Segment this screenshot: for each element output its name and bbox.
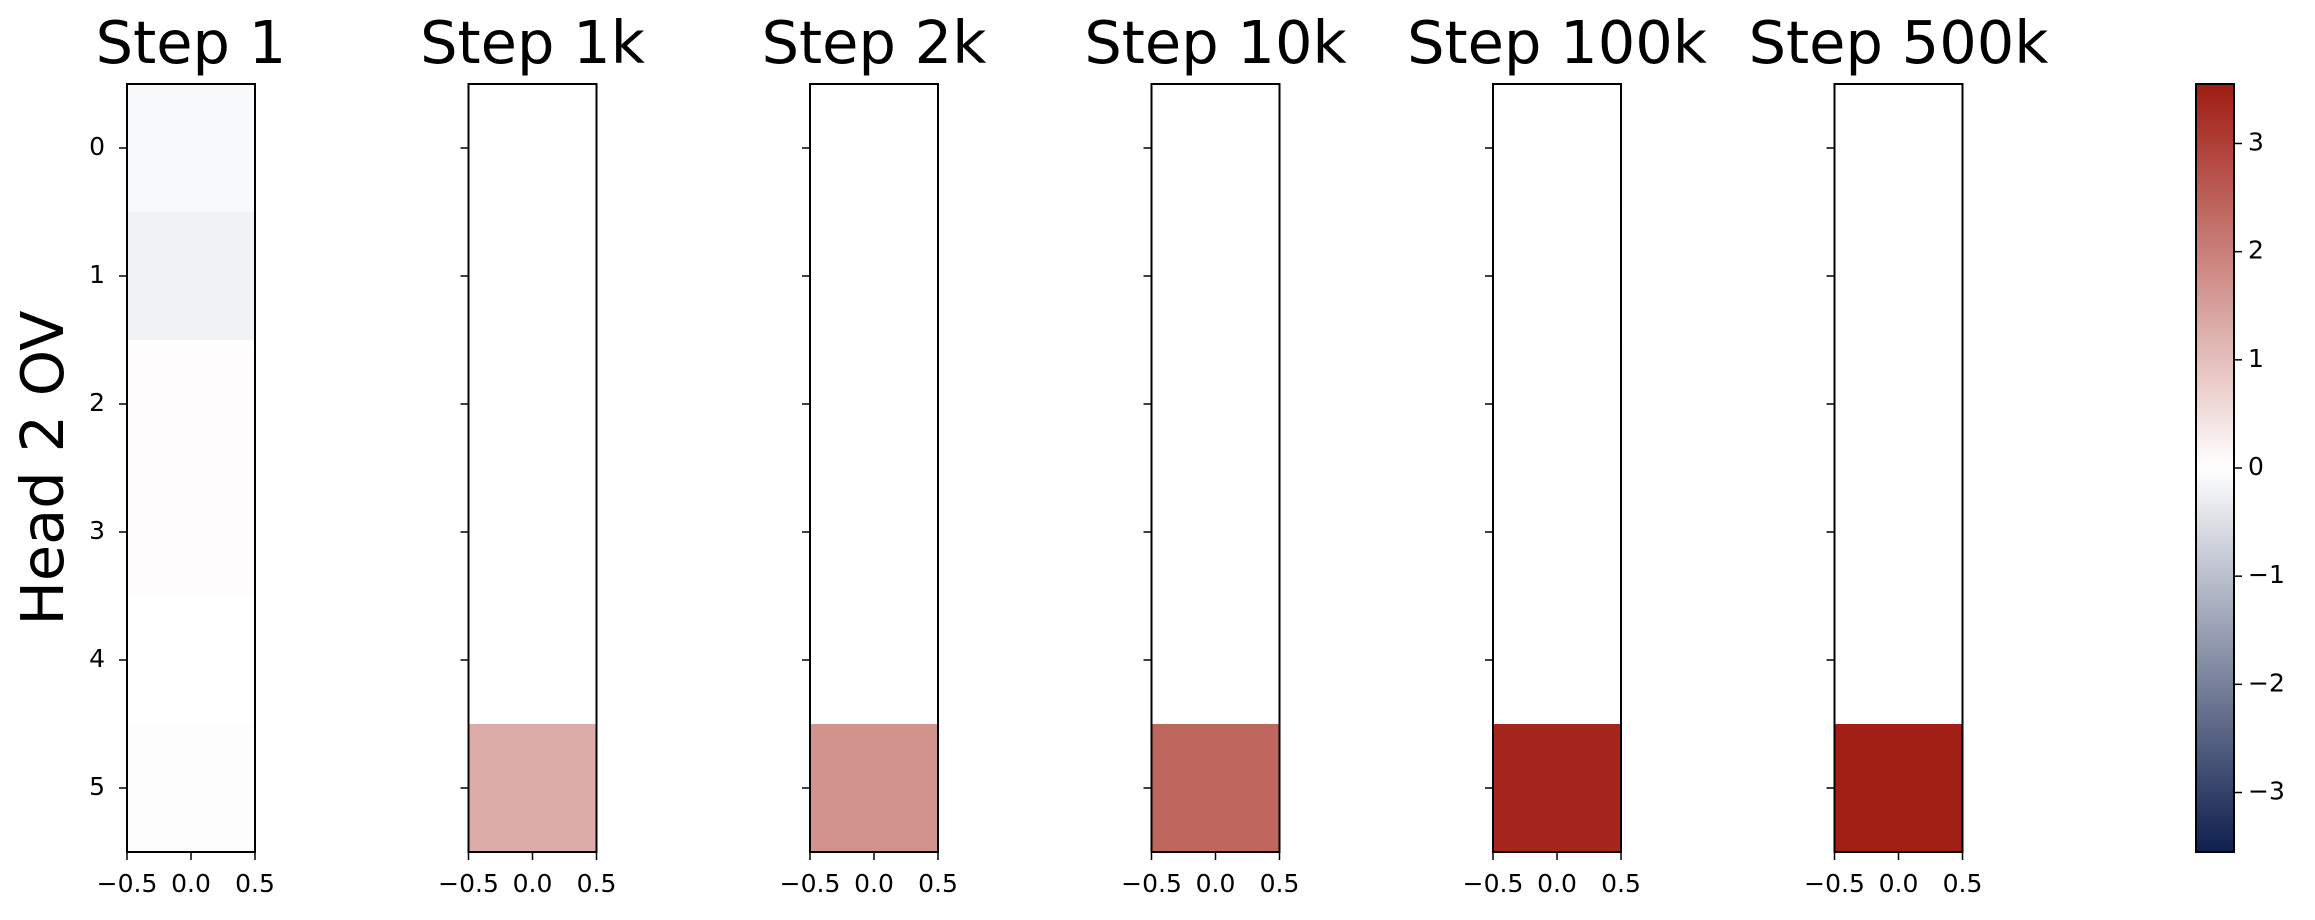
x-tick-label: 0.5 xyxy=(235,869,275,898)
x-tick-label: 0.5 xyxy=(577,869,617,898)
heatmap-cell xyxy=(468,212,597,340)
y-tick-label: 0 xyxy=(89,132,105,161)
heatmap-cell xyxy=(468,468,597,596)
panel-title: Step 500k xyxy=(1749,8,2049,77)
x-tick-label: 0.5 xyxy=(1943,869,1983,898)
x-tick-label: −0.5 xyxy=(438,869,499,898)
heatmap-cell xyxy=(1493,340,1621,468)
heatmap-cell xyxy=(468,84,597,212)
heatmap-cell xyxy=(1834,84,1963,212)
heatmap-cell xyxy=(127,212,255,340)
x-tick-label: −0.5 xyxy=(780,869,841,898)
heatmap-cell xyxy=(127,724,255,852)
x-tick-label: 0.5 xyxy=(918,869,958,898)
colorbar-tick-label: −2 xyxy=(2248,668,2285,697)
colorbar-tick-label: −1 xyxy=(2248,560,2285,589)
panel-title: Step 1k xyxy=(420,8,645,77)
colorbar-tick-label: 2 xyxy=(2248,236,2264,265)
y-tick-label: 4 xyxy=(89,644,105,673)
y-tick-label: 1 xyxy=(89,260,105,289)
heatmap-cell xyxy=(468,340,597,468)
x-tick-label: 0.0 xyxy=(1537,869,1577,898)
x-tick-label: −0.5 xyxy=(97,869,158,898)
heatmap-cell xyxy=(1834,340,1963,468)
y-tick-label: 3 xyxy=(89,516,105,545)
colorbar-tick-label: −3 xyxy=(2248,777,2285,806)
x-tick-label: −0.5 xyxy=(1121,869,1182,898)
heatmap-cell xyxy=(1151,724,1280,852)
heatmap-cell xyxy=(127,84,255,212)
heatmap-cell xyxy=(1151,84,1280,212)
heatmap-cell xyxy=(127,596,255,724)
heatmap-cell xyxy=(1493,724,1621,852)
heatmap-cell xyxy=(810,468,938,596)
x-tick-label: 0.5 xyxy=(1260,869,1300,898)
x-tick-label: 0.0 xyxy=(513,869,553,898)
heatmap-cell xyxy=(1493,468,1621,596)
colorbar xyxy=(2195,83,2235,853)
x-tick-label: 0.5 xyxy=(1601,869,1641,898)
x-tick-label: 0.0 xyxy=(1196,869,1236,898)
heatmap-cell xyxy=(810,212,938,340)
heatmap-cell xyxy=(1834,724,1963,852)
colorbar-tick-label: 3 xyxy=(2248,127,2264,156)
heatmap-cell xyxy=(1151,340,1280,468)
heatmap-cell xyxy=(810,596,938,724)
heatmap-cell xyxy=(468,724,597,852)
heatmap-cell xyxy=(810,724,938,852)
y-tick-label: 2 xyxy=(89,388,105,417)
heatmap-cell xyxy=(1493,596,1621,724)
heatmap-cell xyxy=(1151,212,1280,340)
heatmap-cell xyxy=(1493,84,1621,212)
heatmap-cell xyxy=(1834,596,1963,724)
y-axis-label: Head 2 OV xyxy=(8,310,77,625)
heatmap-cell xyxy=(1834,468,1963,596)
heatmap-cell xyxy=(1493,212,1621,340)
heatmap-cell xyxy=(1834,212,1963,340)
panel-title: Step 10k xyxy=(1084,8,1346,77)
heatmap-cell xyxy=(127,468,255,596)
heatmap-cell xyxy=(1151,596,1280,724)
x-tick-label: 0.0 xyxy=(171,869,211,898)
panel-title: Step 2k xyxy=(762,8,987,77)
y-tick-label: 5 xyxy=(89,772,105,801)
colorbar-tick-label: 0 xyxy=(2248,452,2264,481)
x-tick-label: 0.0 xyxy=(854,869,894,898)
panel-title: Step 100k xyxy=(1407,8,1707,77)
heatmap-cell xyxy=(127,340,255,468)
x-tick-label: −0.5 xyxy=(1804,869,1865,898)
heatmap-cell xyxy=(810,340,938,468)
heatmap-cell xyxy=(1151,468,1280,596)
x-tick-label: 0.0 xyxy=(1879,869,1919,898)
x-tick-label: −0.5 xyxy=(1463,869,1524,898)
panel-title: Step 1 xyxy=(96,8,287,77)
heatmap-cell xyxy=(468,596,597,724)
heatmap-cell xyxy=(810,84,938,212)
colorbar-tick-label: 1 xyxy=(2248,344,2264,373)
